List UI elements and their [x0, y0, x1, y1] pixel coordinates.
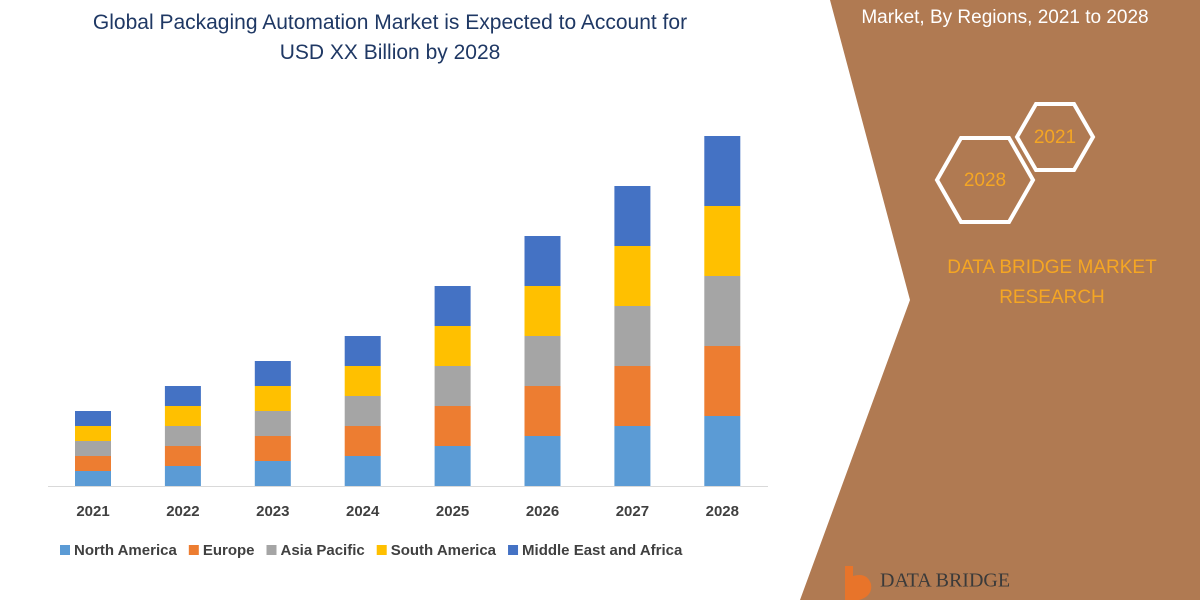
bar-segment [704, 206, 741, 276]
x-tick-label: 2022 [166, 503, 199, 520]
bar-segment [614, 426, 651, 486]
bar-segment [524, 286, 561, 336]
bar-segment [704, 136, 741, 206]
x-tick-label: 2024 [346, 503, 380, 520]
x-tick-label: 2028 [706, 503, 739, 520]
bar-segment [524, 386, 561, 436]
badge: 2028 [964, 170, 1006, 191]
x-tick-label: 2021 [76, 503, 109, 520]
bar-segment [164, 466, 201, 486]
legend-swatch [188, 545, 199, 555]
bar-segment [434, 326, 471, 366]
x-tick-label: 2025 [436, 503, 469, 520]
legend-label: Asia Pacific [281, 542, 365, 559]
legend-label: South America [391, 542, 497, 559]
bar-segment [344, 456, 381, 486]
bar-segment [344, 396, 381, 426]
bar-segment [254, 436, 291, 461]
hexagon [1014, 102, 1096, 172]
legend-swatch [60, 545, 70, 555]
hexagon [934, 136, 1036, 224]
bar-segment [704, 276, 741, 346]
bar-segment [704, 416, 741, 486]
legend-label: Europe [203, 542, 255, 559]
logo-icon [845, 566, 872, 600]
bar-segment [164, 426, 201, 446]
bar-segment [75, 456, 111, 471]
legend-swatch [266, 545, 277, 555]
side-panel-bg [800, 0, 1200, 600]
bar-segment [164, 386, 201, 406]
brand-text: RESEARCH [999, 287, 1105, 308]
bar-segment [614, 306, 651, 366]
bar-segment [614, 186, 651, 246]
bar-segment [164, 446, 201, 466]
x-tick-label: 2026 [526, 503, 559, 520]
bar-segment [614, 246, 651, 306]
brand-text: DATA BRIDGE MARKET [947, 257, 1157, 278]
x-tick-label: 2027 [616, 503, 649, 520]
bar-segment [704, 346, 741, 416]
bar-segment [75, 411, 111, 426]
bar-segment [434, 366, 471, 406]
legend-label: Middle East and Africa [522, 542, 683, 559]
x-tick-label: 2023 [256, 503, 289, 520]
bar-segment [344, 366, 381, 396]
side-heading: Market, By Regions, 2021 to 2028 [861, 7, 1148, 28]
bar-segment [254, 386, 291, 411]
bar-segment [614, 366, 651, 426]
bar-segment [75, 441, 111, 456]
bar-segment [254, 411, 291, 436]
legend-label: North America [74, 542, 177, 559]
bar-segment [524, 236, 561, 286]
bar-segment [164, 406, 201, 426]
bar-segment [75, 426, 111, 441]
bar-segment [524, 436, 561, 486]
bar-segment [254, 461, 291, 486]
bar-segment [344, 426, 381, 456]
bar-segment [75, 471, 111, 486]
bar-segment [434, 406, 471, 446]
legend-swatch [508, 545, 519, 555]
chart-title: Global Packaging Automation Market is Ex… [92, 11, 688, 64]
bar-segment [434, 286, 471, 326]
logo-text: DATA BRIDGE [880, 570, 1010, 592]
bar-segment [524, 336, 561, 386]
bar-segment [254, 361, 291, 386]
legend-swatch [376, 545, 387, 555]
bar-segment [434, 446, 471, 486]
bar-segment [344, 336, 381, 366]
badge: 2021 [1034, 127, 1076, 148]
